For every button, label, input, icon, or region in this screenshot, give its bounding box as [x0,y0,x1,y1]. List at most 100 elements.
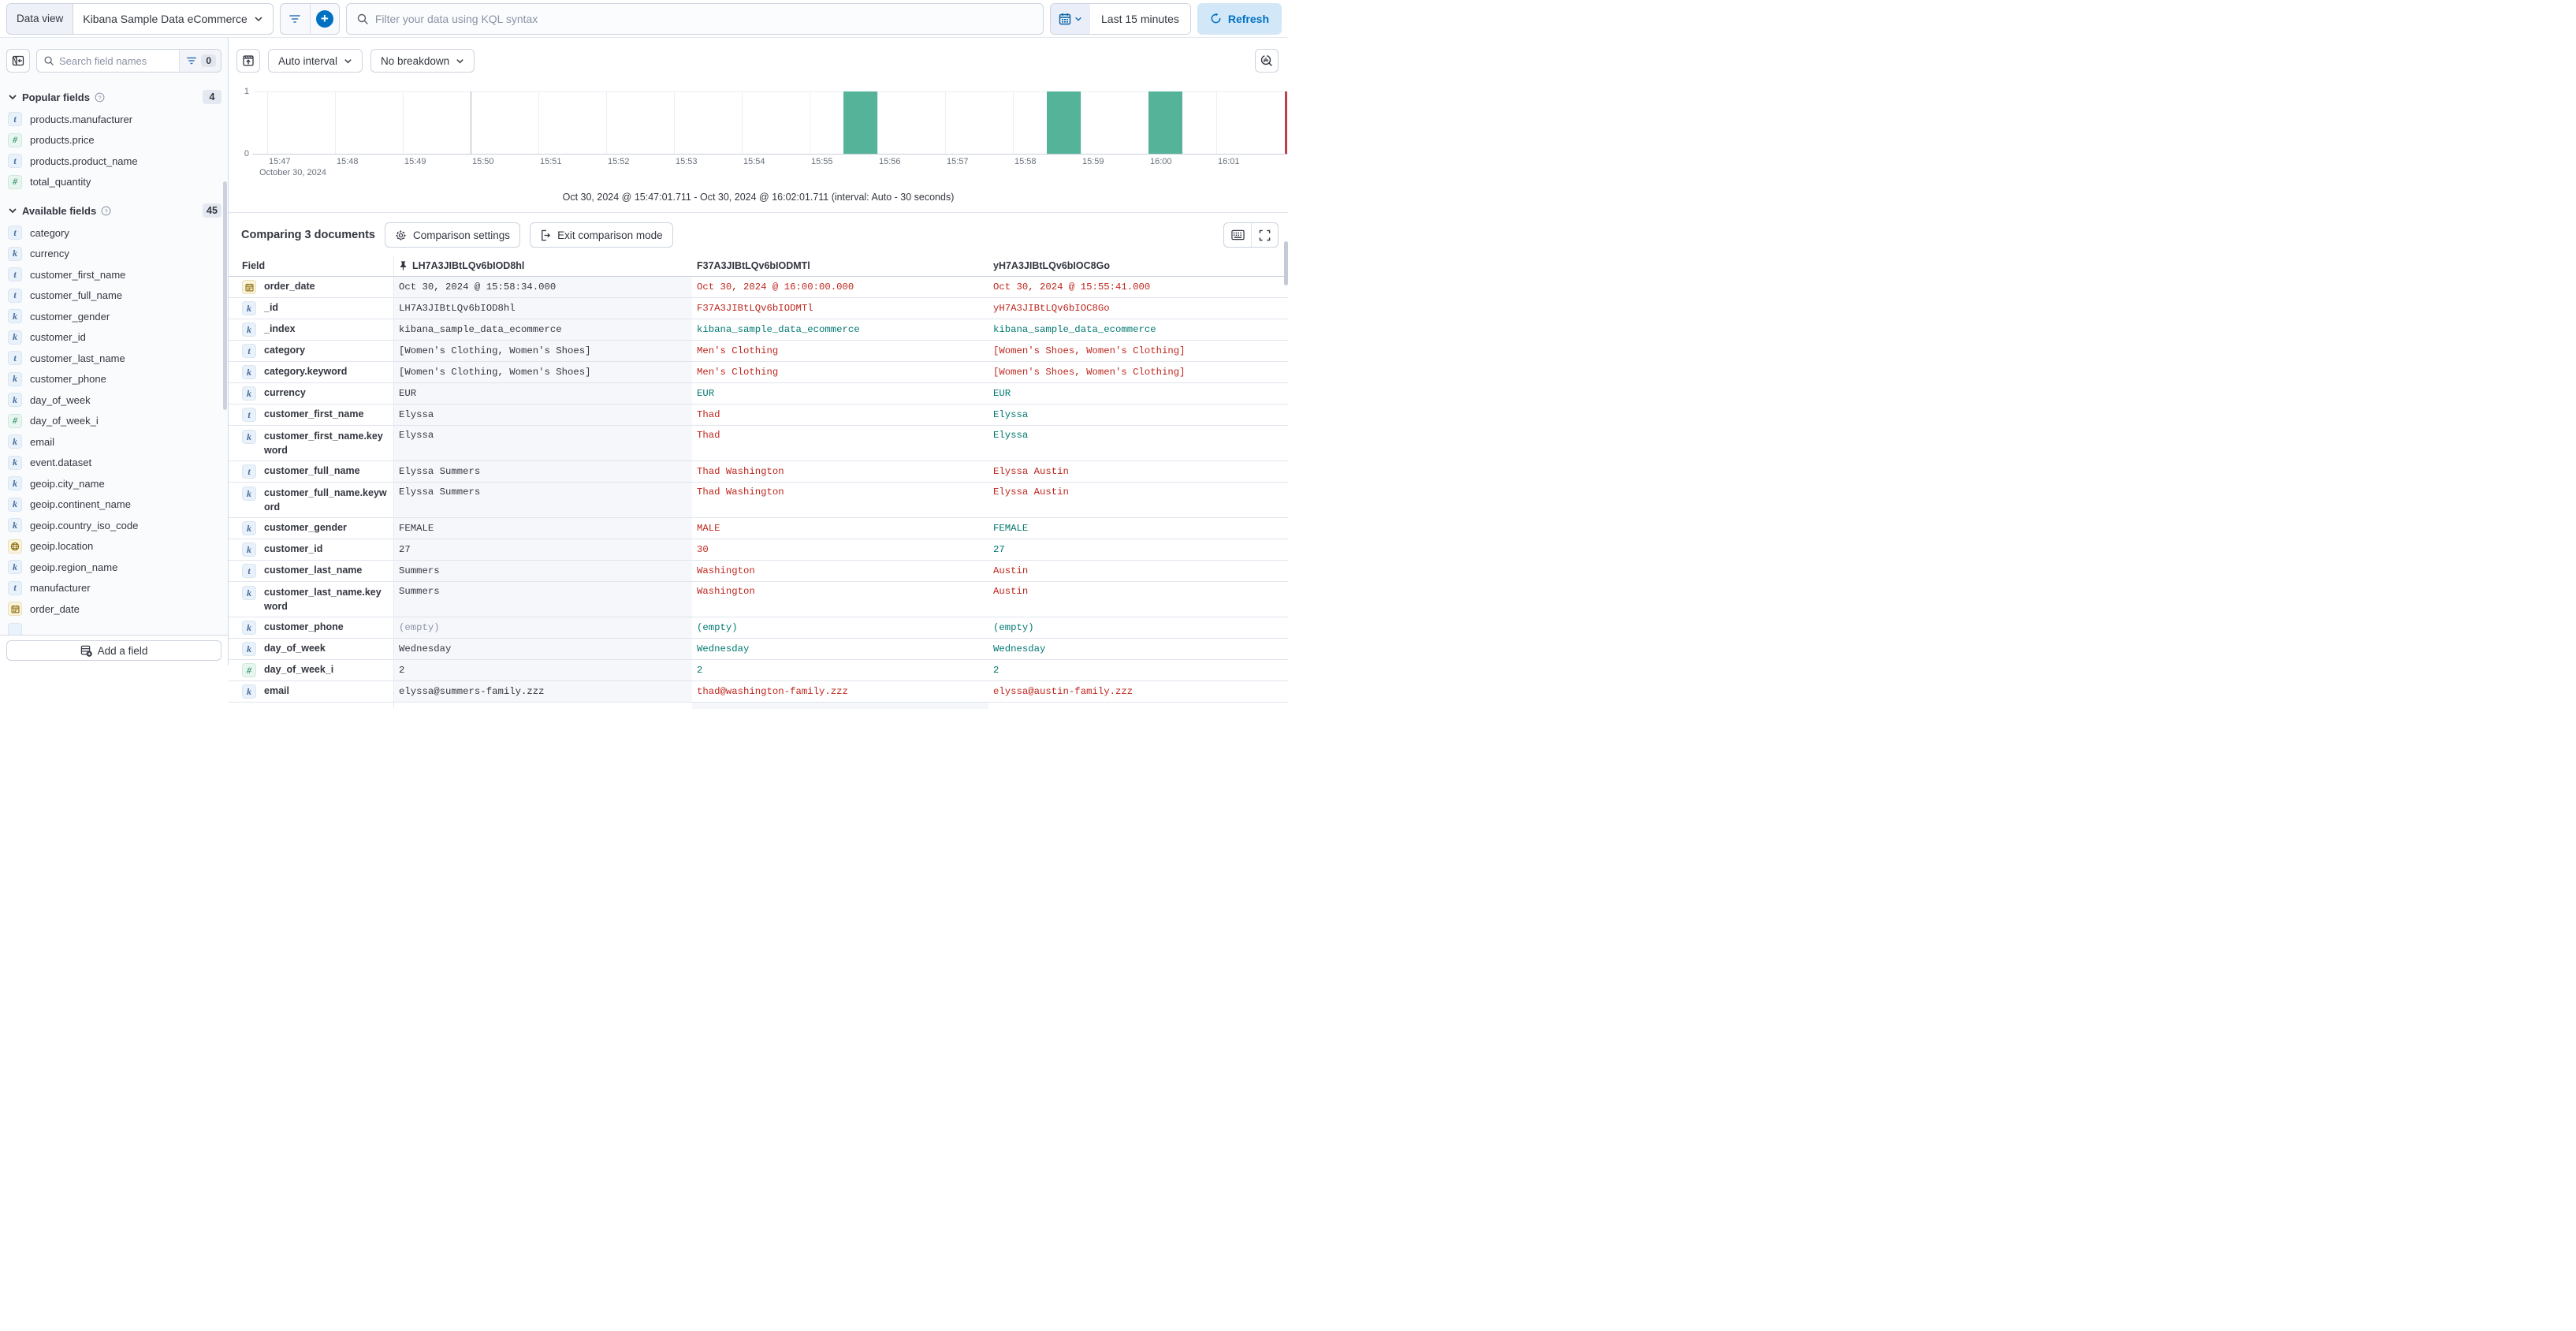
breakdown-select[interactable]: No breakdown [370,49,475,73]
sidebar-field-geoip.country_iso_code[interactable]: k geoip.country_iso_code [0,515,228,536]
field-cell[interactable]: k customer_first_name.keyword [229,426,394,460]
comparison-settings-button[interactable]: Comparison settings [385,222,521,248]
field-name-label: day_of_week [264,643,326,654]
sidebar-field-customer_full_name[interactable]: t customer_full_name [0,285,228,307]
x-gridline [1013,91,1014,154]
sidebar-field-partial[interactable] [0,620,228,635]
x-axis-date-label: October 30, 2024 [259,168,327,177]
sidebar-field-geoip.continent_name[interactable]: k geoip.continent_name [0,494,228,516]
histogram-bar-16:00:00[interactable] [1148,91,1182,154]
hide-chart-button[interactable] [236,49,260,73]
y-axis-tick-label: 1 [244,87,249,96]
field-cell[interactable]: k customer_full_name.keyword [229,483,394,517]
field-cell[interactable]: k category.keyword [229,362,394,382]
sidebar-field-customer_last_name[interactable]: t customer_last_name [0,348,228,369]
filter-icon[interactable] [281,4,310,34]
table-scrollbar[interactable] [1284,241,1288,285]
add-filter-button[interactable]: + [309,3,339,34]
doc2-value: Thad Washington [697,466,784,477]
doc2-value: F37A3JIBtLQv6bIODMTl [697,303,813,314]
collapse-sidebar-button[interactable] [6,49,30,73]
column-header-pinned-doc[interactable]: LH7A3JIBtLQv6bIOD8hl [394,255,692,276]
sidebar-field-products.product_name[interactable]: t products.product_name [0,151,228,172]
sidebar-field-geoip.location[interactable]: geoip.location [0,536,228,557]
x-gridline [606,91,607,154]
sidebar-field-total_quantity[interactable]: # total_quantity [0,172,228,193]
edit-visualization-button[interactable] [1255,49,1279,73]
sidebar-field-manufacturer[interactable]: t manufacturer [0,578,228,599]
field-cell[interactable]: k customer_last_name.keyword [229,582,394,617]
fullscreen-button[interactable] [1251,223,1278,247]
field-name-label: products.product_name [30,155,138,167]
sidebar-field-customer_id[interactable]: k customer_id [0,327,228,349]
sidebar-field-geoip.city_name[interactable]: k geoip.city_name [0,473,228,494]
data-view-picker[interactable]: Data view Kibana Sample Data eCommerce [6,2,274,35]
available-fields-title: Available fields [22,204,97,217]
sidebar-field-currency[interactable]: k currency [0,244,228,265]
field-cell[interactable]: k currency [229,383,394,404]
x-axis-tick-label: 16:01 [1218,157,1240,166]
comparison-settings-label: Comparison settings [413,229,511,241]
field-filter-button[interactable]: 0 [179,50,221,72]
field-cell[interactable]: k email [229,681,394,702]
sidebar-field-event.dataset[interactable]: k event.dataset [0,453,228,474]
popular-fields-section-toggle[interactable]: Popular fields ? 4 [0,84,228,109]
sidebar-field-order_date[interactable]: order_date [0,598,228,620]
sidebar-field-category[interactable]: t category [0,222,228,244]
field-name-label: customer_phone [264,621,344,633]
field-cell[interactable]: k customer_phone [229,617,394,638]
sidebar-field-customer_first_name[interactable]: t customer_first_name [0,264,228,285]
column-header-doc2[interactable]: F37A3JIBtLQv6bIODMTl [697,260,810,271]
field-cell[interactable]: k customer_id [229,539,394,560]
available-fields-section-toggle[interactable]: Available fields ? 45 [0,197,228,222]
exit-comparison-button[interactable]: Exit comparison mode [530,222,673,248]
doc3-value: Elyssa Austin [993,487,1069,498]
table-row-_id: k _id LH7A3JIBtLQv6bIOD8hl F37A3JIBtLQv6bIO… [229,298,1288,319]
sidebar-field-products.price[interactable]: # products.price [0,130,228,151]
kql-query-input[interactable] [374,12,1034,25]
sidebar-scrollbar[interactable] [223,181,227,410]
x-axis-tick-label: 15:51 [540,157,562,166]
field-cell[interactable]: k _index [229,319,394,340]
field-cell[interactable]: k customer_gender [229,518,394,539]
document-count-histogram[interactable]: 15:47 15:48 15:49 15:50 15:51 15:52 15:53 15:54… [229,79,1288,181]
field-cell[interactable]: k day_of_week [229,639,394,659]
keyboard-shortcuts-button[interactable] [1224,223,1251,247]
calendar-button[interactable] [1051,3,1091,34]
sidebar-field-products.manufacturer[interactable]: t products.manufacturer [0,109,228,130]
field-name-label: geoip.continent_name [30,498,131,511]
doc3-value: Elyssa [993,430,1029,441]
number-field-icon: # [8,132,22,147]
sidebar-field-customer_gender[interactable]: k customer_gender [0,306,228,327]
sidebar-field-geoip.region_name[interactable]: k geoip.region_name [0,557,228,578]
sidebar-field-day_of_week[interactable]: k day_of_week [0,390,228,411]
top-navigation-bar: Data view Kibana Sample Data eCommerce + [0,0,1288,38]
refresh-button[interactable]: Refresh [1197,2,1282,35]
field-cell[interactable]: t customer_last_name [229,561,394,581]
interval-select[interactable]: Auto interval [268,49,363,73]
add-field-button[interactable]: Add a field [6,640,221,661]
field-cell[interactable]: order_date [229,277,394,297]
field-cell[interactable]: k _id [229,298,394,319]
column-header-doc3[interactable]: yH7A3JIBtLQv6bIOC8Go [993,260,1110,271]
time-range-picker[interactable]: Last 15 minutes [1050,2,1191,35]
field-name-label: customer_gender [264,522,347,534]
sidebar-field-day_of_week_i[interactable]: # day_of_week_i [0,411,228,432]
keyword-field-icon: k [242,684,256,699]
field-cell[interactable]: t customer_first_name [229,405,394,425]
field-cell[interactable]: t category [229,341,394,361]
histogram-bar-15:58:30[interactable] [1047,91,1081,154]
field-name-label: email [30,435,55,448]
field-search-input[interactable] [56,54,180,67]
field-cell[interactable]: # day_of_week_i [229,660,394,680]
kql-query-bar[interactable] [345,2,1044,35]
field-cell[interactable]: t customer_full_name [229,461,394,482]
sidebar-field-email[interactable]: k email [0,431,228,453]
field-search-box[interactable]: 0 [36,49,221,73]
time-range-value[interactable]: Last 15 minutes [1090,3,1190,34]
field-name-label: geoip.region_name [30,561,118,573]
sidebar-field-customer_phone[interactable]: k customer_phone [0,369,228,390]
date-field-icon [242,280,256,294]
doc2-value: Washington [697,565,755,576]
histogram-bar-15:55:30[interactable] [843,91,877,154]
